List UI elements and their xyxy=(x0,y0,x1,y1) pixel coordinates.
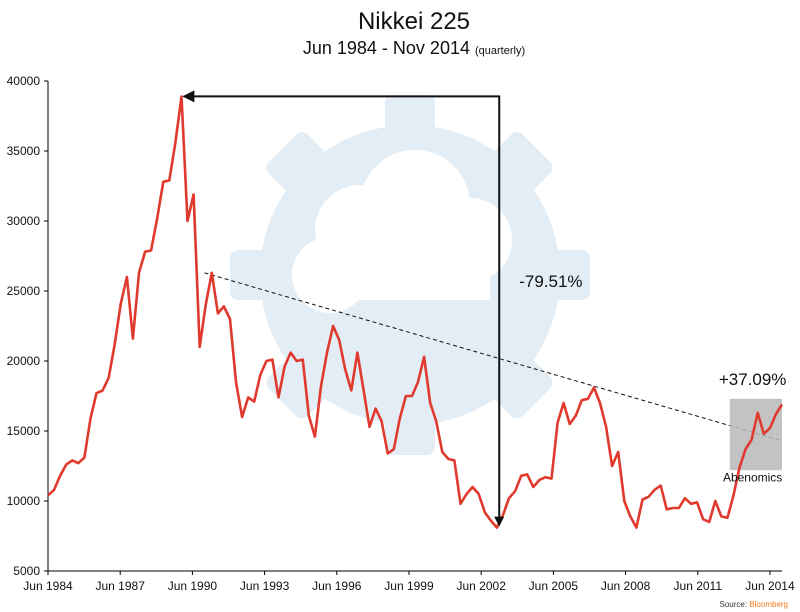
y-tick-label: 25000 xyxy=(7,284,41,298)
chart-subtitle: Jun 1984 - Nov 2014 (quarterly) xyxy=(303,38,525,58)
source-note: Source: Bloomberg xyxy=(720,600,789,609)
peak-arrowhead xyxy=(182,90,195,103)
nikkei-series-line xyxy=(47,95,784,529)
y-tick-label: 10000 xyxy=(7,494,41,508)
chart-title: Nikkei 225 xyxy=(358,8,470,35)
drop-arrow xyxy=(184,95,505,527)
source-name: Bloomberg xyxy=(749,600,788,609)
chart-subtitle-note: (quarterly) xyxy=(475,45,525,57)
abenomics-annotation: Abenomics xyxy=(723,470,782,484)
y-tick-label: 30000 xyxy=(7,214,41,228)
x-tick-label: Jun 2008 xyxy=(601,579,651,593)
y-tick-label: 35000 xyxy=(7,144,41,158)
y-tick-label: 40000 xyxy=(7,74,41,88)
x-tick-label: Jun 2011 xyxy=(674,579,723,593)
x-tick-label: Jun 1987 xyxy=(96,579,146,593)
source-label: Source: xyxy=(720,600,748,609)
x-tick-label: Jun 1993 xyxy=(240,579,290,593)
y-tick-label: 20000 xyxy=(7,354,41,368)
decline-annotation: -79.51% xyxy=(519,272,582,291)
x-tick-label: Jun 1996 xyxy=(312,579,362,593)
trend-line xyxy=(204,272,783,442)
x-tick-label: Jun 2005 xyxy=(529,579,579,593)
y-tick-label: 15000 xyxy=(7,424,41,438)
x-tick-label: Jun 1984 xyxy=(23,579,73,593)
rise-annotation: +37.09% xyxy=(719,370,787,389)
abenomics-highlight-box xyxy=(729,398,782,471)
axes: 500010000150002000025000300003500040000 … xyxy=(7,74,795,593)
x-tick-label: Jun 2014 xyxy=(745,579,795,593)
x-tick-label: Jun 2002 xyxy=(456,579,506,593)
x-tick-label: Jun 1999 xyxy=(384,579,434,593)
x-tick-label: Jun 1990 xyxy=(168,579,218,593)
y-tick-label: 5000 xyxy=(13,564,40,578)
chart-subtitle-main: Jun 1984 - Nov 2014 xyxy=(303,38,470,58)
